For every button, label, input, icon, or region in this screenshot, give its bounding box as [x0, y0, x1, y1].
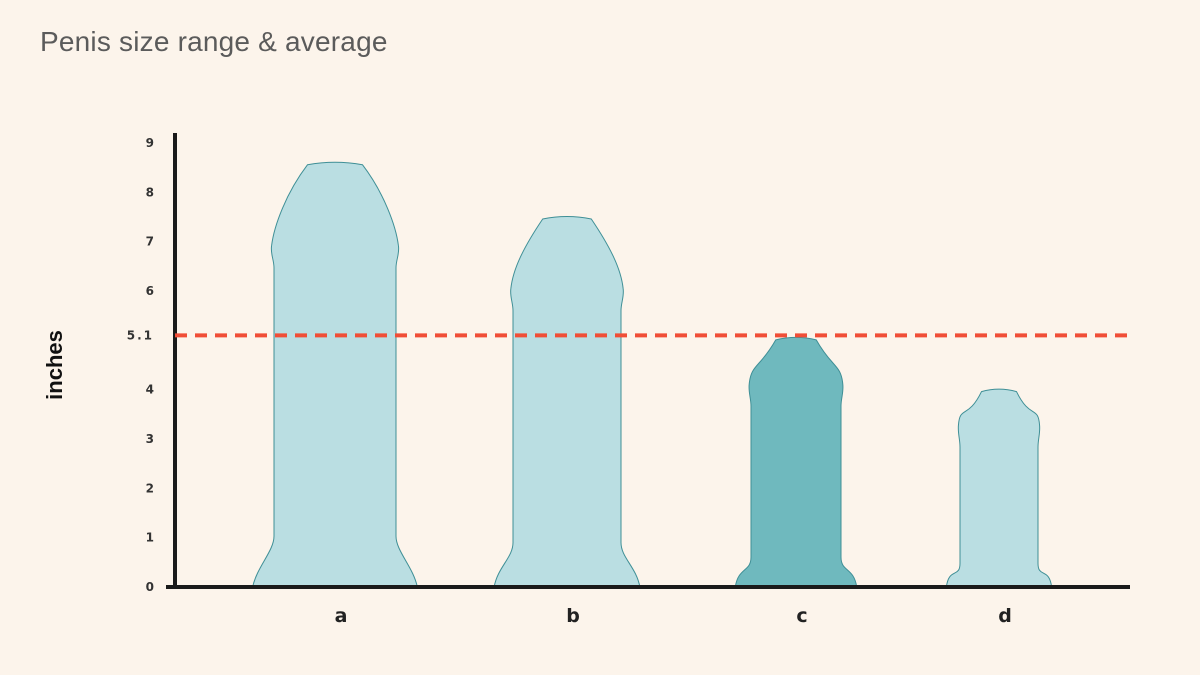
y-tick-label: 8 — [146, 185, 154, 199]
y-tick-label: 4 — [146, 383, 154, 397]
x-tick-label: b — [566, 605, 580, 627]
page-title: Penis size range & average — [40, 26, 388, 57]
y-tick-labels: 0 1 2 3 4 6 7 8 9 — [146, 136, 154, 594]
bar-a — [252, 161, 418, 588]
y-tick-label: 9 — [146, 136, 154, 150]
bar-c — [734, 336, 858, 588]
average-label: 5.1 — [127, 328, 154, 342]
y-tick-label: 0 — [146, 580, 154, 594]
y-tick-label: 2 — [146, 481, 154, 495]
y-axis-title: inches — [42, 330, 67, 400]
axes — [166, 133, 1130, 589]
x-tick-label: d — [998, 605, 1012, 627]
x-tick-labels: a b c d — [335, 605, 1012, 627]
y-tick-label: 1 — [146, 531, 154, 545]
y-tick-label: 3 — [146, 432, 154, 446]
y-tick-label: 7 — [146, 235, 154, 249]
x-tick-label: a — [335, 605, 348, 627]
bar-b — [493, 216, 641, 588]
bar-group — [252, 161, 1053, 588]
y-tick-label: 6 — [146, 284, 154, 298]
bar-d — [945, 388, 1053, 588]
x-tick-label: c — [796, 605, 807, 627]
